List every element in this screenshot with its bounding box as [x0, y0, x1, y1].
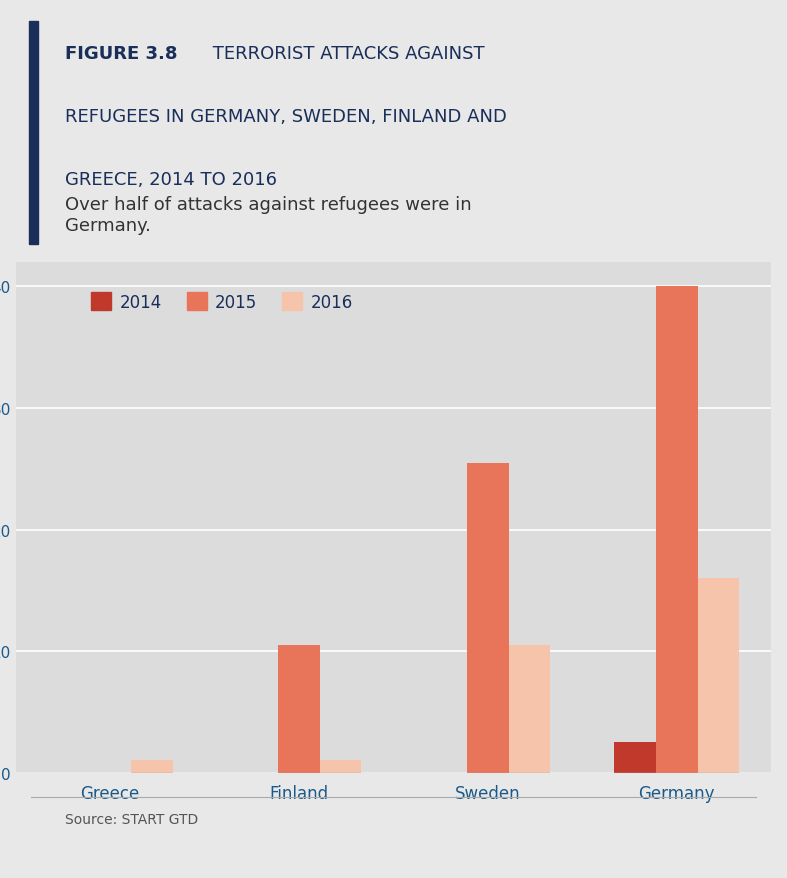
Bar — [279, 645, 320, 773]
Text: GREECE, 2014 TO 2016: GREECE, 2014 TO 2016 — [65, 170, 277, 189]
Bar — [131, 760, 172, 773]
Bar — [29, 22, 39, 245]
Legend: 2014, 2015, 2016: 2014, 2015, 2016 — [84, 286, 360, 318]
Bar — [656, 287, 697, 773]
Bar — [697, 579, 739, 773]
Text: FIGURE 3.8: FIGURE 3.8 — [65, 46, 177, 63]
Text: TERRORIST ATTACKS AGAINST: TERRORIST ATTACKS AGAINST — [207, 46, 485, 63]
Text: REFUGEES IN GERMANY, SWEDEN, FINLAND AND: REFUGEES IN GERMANY, SWEDEN, FINLAND AND — [65, 108, 507, 126]
Text: Over half of attacks against refugees were in
Germany.: Over half of attacks against refugees we… — [65, 196, 471, 234]
Bar — [615, 742, 656, 773]
Bar — [320, 760, 361, 773]
Bar — [467, 464, 508, 773]
Text: Source: START GTD: Source: START GTD — [65, 812, 198, 826]
Bar — [508, 645, 550, 773]
